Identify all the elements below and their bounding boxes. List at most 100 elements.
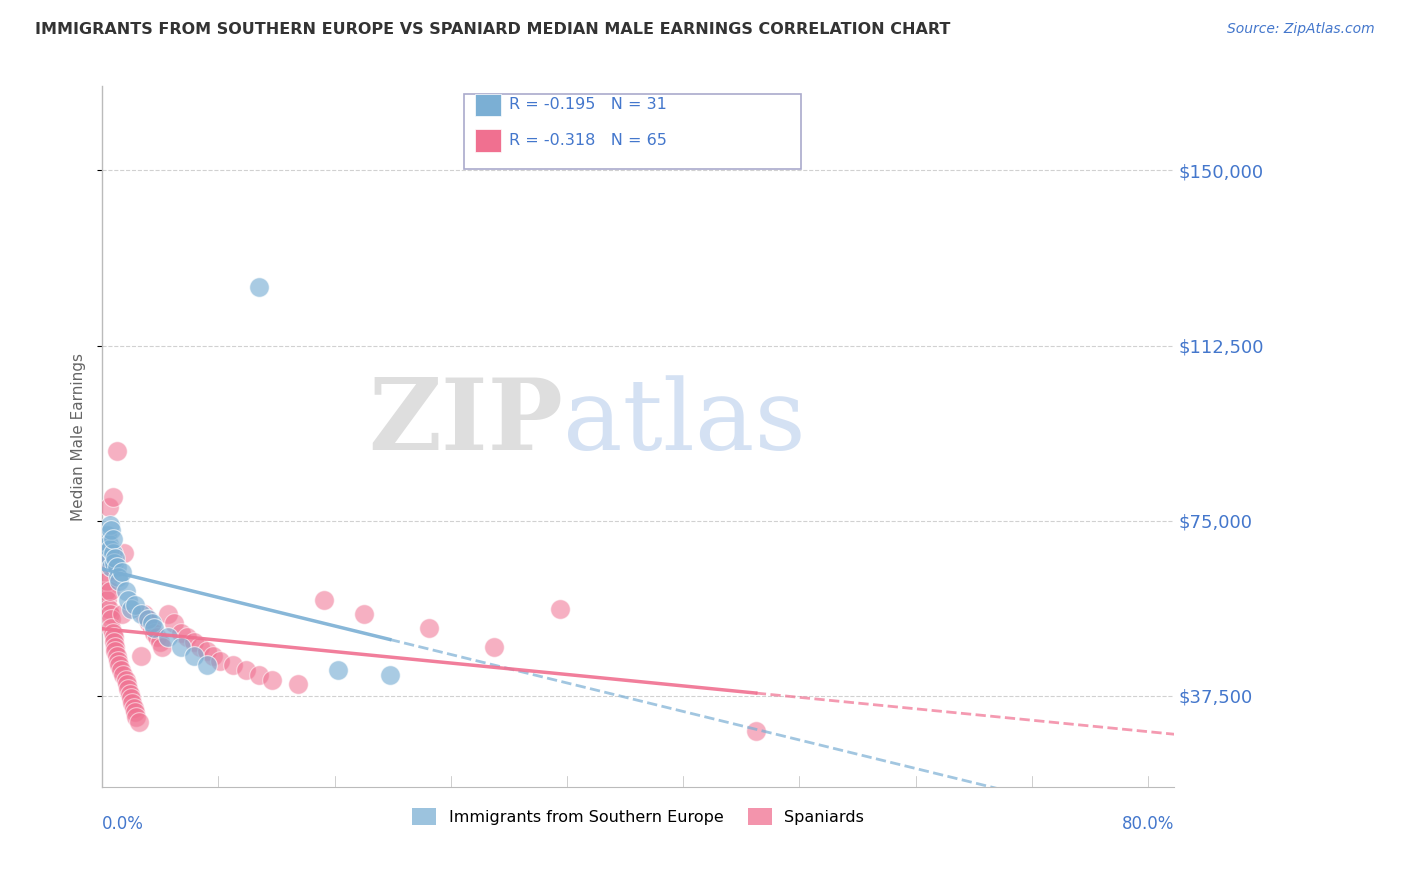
Point — [141, 621, 163, 635]
Point — [108, 574, 131, 589]
Point — [176, 631, 198, 645]
Point — [195, 658, 218, 673]
Point — [169, 625, 191, 640]
Point — [143, 621, 166, 635]
Point — [149, 635, 172, 649]
Point — [121, 696, 143, 710]
Point — [100, 523, 122, 537]
Point — [208, 654, 231, 668]
Point — [188, 640, 211, 654]
Text: Source: ZipAtlas.com: Source: ZipAtlas.com — [1227, 22, 1375, 37]
Point — [120, 691, 142, 706]
Point — [183, 635, 205, 649]
Point — [96, 527, 118, 541]
Legend: Immigrants from Southern Europe, Spaniards: Immigrants from Southern Europe, Spaniar… — [406, 801, 870, 831]
Point — [143, 625, 166, 640]
Point — [114, 583, 136, 598]
Point — [353, 607, 375, 621]
Point — [131, 649, 153, 664]
Point — [150, 640, 173, 654]
Point — [98, 607, 121, 621]
Point — [111, 565, 134, 579]
Point — [247, 668, 270, 682]
Point — [326, 663, 349, 677]
Point — [156, 631, 179, 645]
Point — [96, 593, 118, 607]
Point — [105, 560, 128, 574]
Point — [418, 621, 440, 635]
Text: atlas: atlas — [564, 375, 806, 471]
Point — [97, 500, 120, 514]
Point — [120, 602, 142, 616]
Point — [135, 612, 157, 626]
Point — [122, 700, 145, 714]
Point — [103, 635, 125, 649]
Point — [94, 583, 117, 598]
Point — [132, 607, 155, 621]
Point — [131, 607, 153, 621]
Point — [108, 658, 131, 673]
Point — [156, 607, 179, 621]
Point — [115, 677, 138, 691]
Point — [111, 607, 134, 621]
Point — [101, 533, 124, 547]
Point — [745, 723, 768, 738]
Point — [93, 546, 115, 560]
Text: 80.0%: 80.0% — [1122, 815, 1174, 833]
Point — [124, 598, 146, 612]
Point — [163, 616, 186, 631]
Point — [100, 612, 122, 626]
Point — [101, 546, 124, 560]
Point — [128, 714, 150, 729]
Point — [484, 640, 506, 654]
Point — [98, 541, 121, 556]
Point — [101, 625, 124, 640]
Point — [100, 560, 122, 574]
Point — [146, 631, 169, 645]
Point — [222, 658, 245, 673]
Point — [107, 654, 129, 668]
Point — [314, 593, 336, 607]
Point — [202, 649, 225, 664]
Y-axis label: Median Male Earnings: Median Male Earnings — [72, 352, 86, 521]
Point — [103, 631, 125, 645]
Point — [98, 583, 121, 598]
Point — [124, 705, 146, 719]
Point — [141, 616, 163, 631]
Point — [101, 491, 124, 505]
Point — [136, 612, 159, 626]
Text: R = -0.318   N = 65: R = -0.318 N = 65 — [509, 133, 666, 147]
Point — [548, 602, 571, 616]
Point — [125, 710, 148, 724]
Point — [98, 518, 121, 533]
Point — [247, 280, 270, 294]
Text: 0.0%: 0.0% — [103, 815, 143, 833]
Point — [117, 593, 139, 607]
Point — [138, 616, 160, 631]
Point — [114, 673, 136, 687]
Point — [112, 668, 135, 682]
Point — [94, 556, 117, 570]
Point — [94, 546, 117, 560]
Point — [114, 546, 136, 560]
Point — [105, 649, 128, 664]
Text: IMMIGRANTS FROM SOUTHERN EUROPE VS SPANIARD MEDIAN MALE EARNINGS CORRELATION CHA: IMMIGRANTS FROM SOUTHERN EUROPE VS SPANI… — [35, 22, 950, 37]
Point — [100, 621, 122, 635]
Point — [183, 649, 205, 664]
Text: ZIP: ZIP — [368, 374, 564, 471]
Point — [97, 602, 120, 616]
Point — [287, 677, 309, 691]
Point — [105, 443, 128, 458]
Point — [94, 565, 117, 579]
Point — [117, 681, 139, 696]
Point — [103, 556, 125, 570]
Point — [118, 686, 141, 700]
Point — [104, 644, 127, 658]
Point — [378, 668, 401, 682]
Point — [110, 663, 132, 677]
Point — [104, 551, 127, 566]
Point — [169, 640, 191, 654]
Point — [262, 673, 284, 687]
Point — [235, 663, 257, 677]
Point — [96, 574, 118, 589]
